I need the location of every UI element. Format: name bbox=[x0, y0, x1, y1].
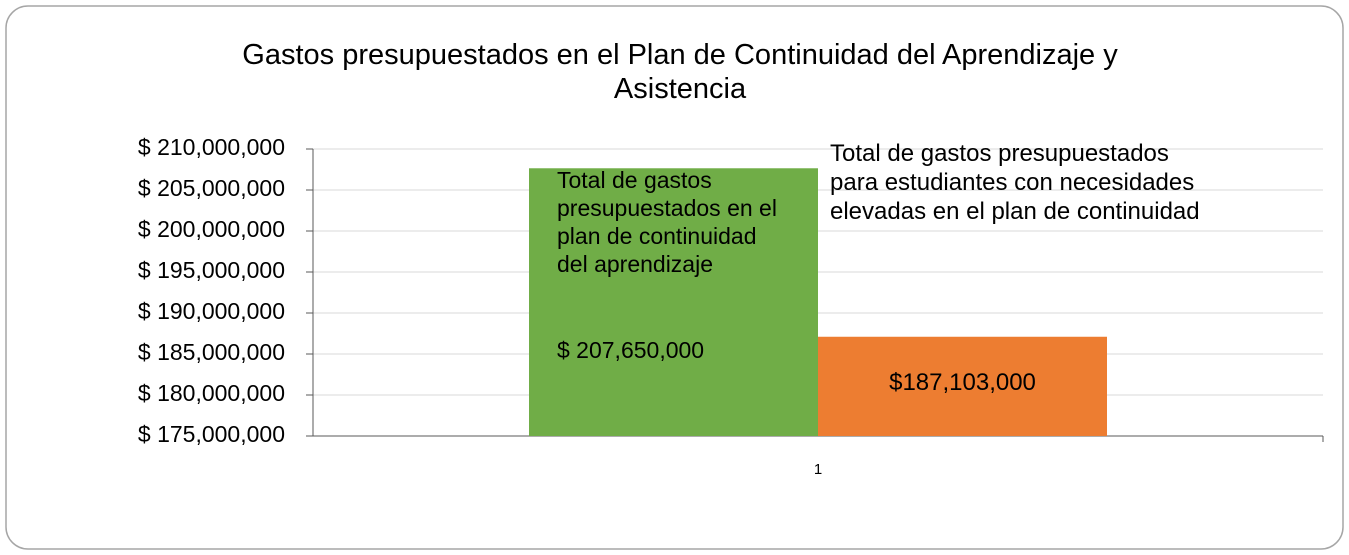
chart-title: Gastos presupuestados en el Plan de Cont… bbox=[242, 39, 1118, 105]
y-tick-label: $ 195,000,000 bbox=[138, 257, 285, 283]
data-label: $187,103,000 bbox=[889, 368, 1036, 396]
bar bbox=[529, 168, 818, 436]
data-label: $ 207,650,000 bbox=[557, 337, 705, 364]
y-tick-label: $ 185,000,000 bbox=[138, 339, 285, 365]
series-name-label: Total de gastos presupuestados en el pla… bbox=[557, 167, 777, 277]
y-tick-label: $ 210,000,000 bbox=[138, 134, 285, 160]
bar bbox=[818, 336, 1107, 436]
y-tick-label: $ 205,000,000 bbox=[138, 175, 285, 201]
series-name-label: Total de gastos presupuestados para estu… bbox=[830, 140, 1200, 225]
y-tick-label: $ 180,000,000 bbox=[138, 380, 285, 406]
x-tick-label: 1 bbox=[814, 461, 822, 478]
y-tick-label: $ 200,000,000 bbox=[138, 216, 285, 242]
y-tick-label: $ 175,000,000 bbox=[138, 421, 285, 447]
y-tick-label: $ 190,000,000 bbox=[138, 298, 285, 324]
